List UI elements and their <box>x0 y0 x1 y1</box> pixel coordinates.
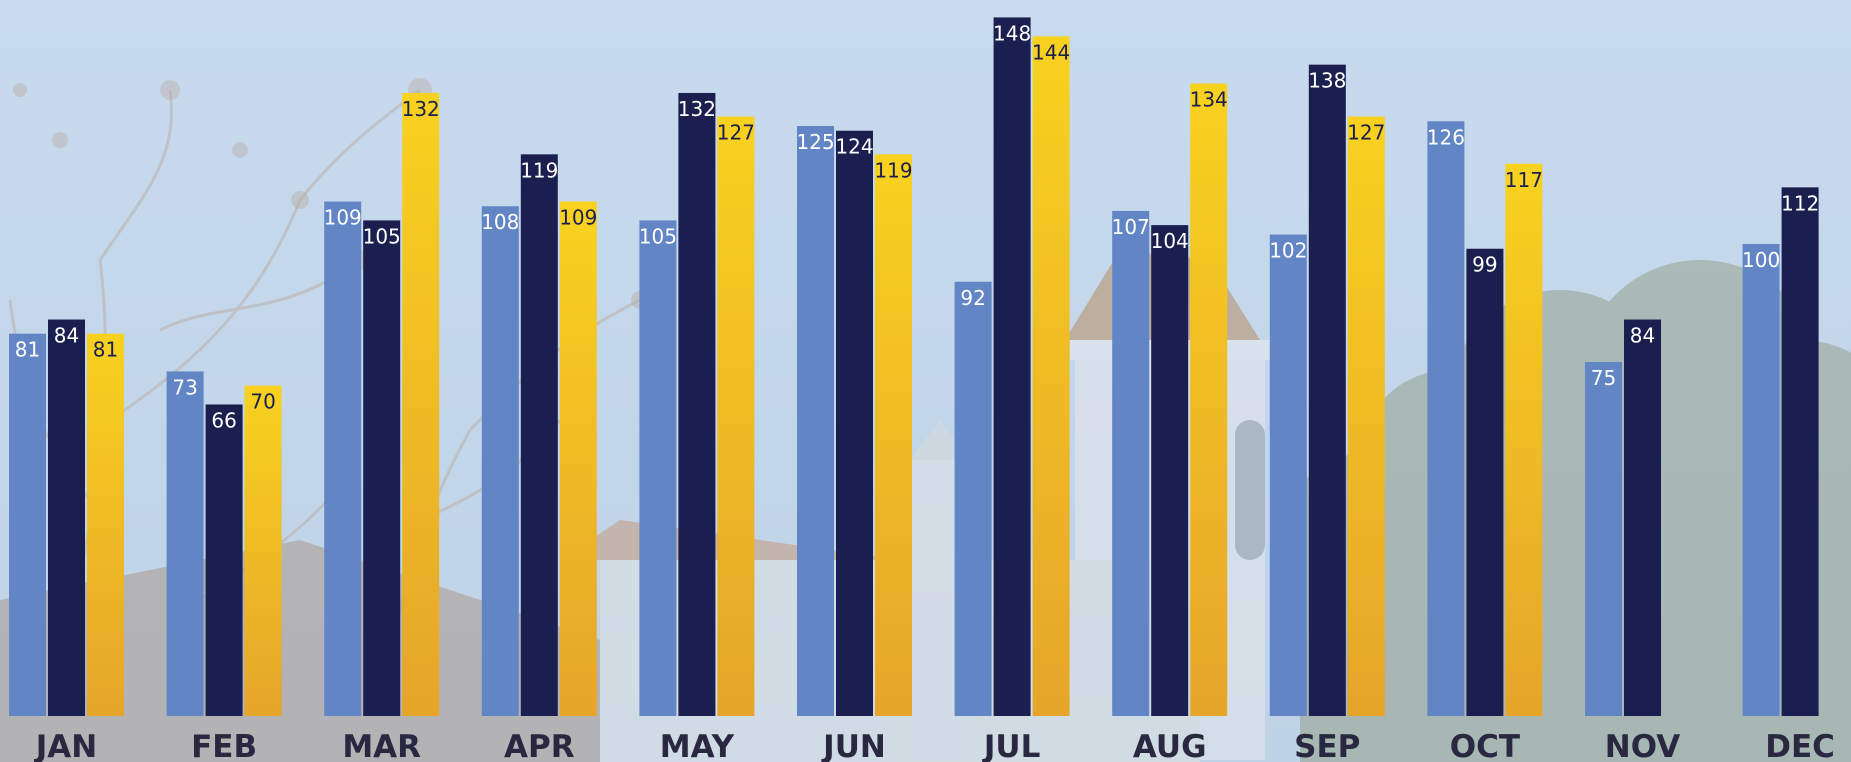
bar-value-label: 119 <box>520 158 558 182</box>
bar-sep-series-3 <box>1347 116 1385 716</box>
bar-sep-series-2 <box>1308 64 1346 716</box>
bar-apr-series-2 <box>520 154 558 716</box>
bar-jan-series-1 <box>9 333 46 716</box>
bar-feb-series-3 <box>244 385 282 716</box>
bar-value-label: 109 <box>559 206 597 230</box>
bars-group <box>9 17 1819 717</box>
bar-jan-series-3 <box>87 333 124 716</box>
bar-value-label: 84 <box>54 324 79 348</box>
bar-oct-series-3 <box>1505 163 1543 716</box>
bar-nov-series-1 <box>1585 362 1622 716</box>
bar-dec-series-2 <box>1781 187 1819 717</box>
month-axis-labels: JAN FEB MAR APR MAY JUN JUL AUG SEP OCT NOV DEC <box>34 729 1835 762</box>
bar-value-label: 92 <box>960 286 985 310</box>
bar-value-label: 105 <box>363 224 401 248</box>
bar-value-label: 99 <box>1472 253 1497 277</box>
bar-value-label: 132 <box>402 97 440 121</box>
month-label-mar: MAR <box>342 729 421 762</box>
bar-value-label: 107 <box>1112 215 1150 239</box>
bar-may-series-2 <box>678 92 716 716</box>
bar-feb-series-1 <box>166 371 204 716</box>
bar-nov-series-2 <box>1624 319 1661 716</box>
bar-jul-series-2 <box>993 17 1031 716</box>
bar-aug-series-1 <box>1112 210 1150 716</box>
bar-oct-series-2 <box>1466 248 1504 716</box>
bar-value-label: 148 <box>993 21 1031 45</box>
month-label-may: MAY <box>660 729 735 762</box>
bar-value-label: 81 <box>93 338 118 362</box>
bar-value-label: 66 <box>211 408 236 432</box>
month-label-dec: DEC <box>1765 729 1835 762</box>
bar-value-label: 105 <box>639 224 677 248</box>
month-label-feb: FEB <box>191 729 257 762</box>
bar-mar-series-3 <box>402 92 440 716</box>
month-label-jan: JAN <box>34 729 97 762</box>
month-label-jul: JUL <box>982 729 1040 762</box>
bar-mar-series-1 <box>324 201 362 716</box>
bar-value-label: 132 <box>678 97 716 121</box>
month-label-aug: AUG <box>1133 729 1207 762</box>
bar-value-label: 109 <box>324 206 362 230</box>
bar-jul-series-1 <box>954 281 992 716</box>
bar-value-label: 108 <box>481 210 519 234</box>
month-label-oct: OCT <box>1450 729 1520 762</box>
bar-apr-series-1 <box>481 206 519 717</box>
bar-aug-series-2 <box>1151 225 1189 716</box>
bar-value-label: 75 <box>1591 366 1616 390</box>
bar-value-label: 124 <box>835 135 873 159</box>
bar-sep-series-1 <box>1269 234 1307 716</box>
bar-mar-series-2 <box>363 220 401 716</box>
bar-value-label: 127 <box>1347 121 1385 145</box>
bar-dec-series-1 <box>1742 244 1780 716</box>
bar-value-label: 100 <box>1742 248 1780 272</box>
bar-jan-series-2 <box>48 319 85 716</box>
bar-value-label: 70 <box>250 390 275 414</box>
month-label-sep: SEP <box>1294 729 1360 762</box>
bar-jun-series-1 <box>797 126 834 716</box>
bar-value-label: 126 <box>1427 125 1465 149</box>
bar-value-label: 134 <box>1190 88 1228 112</box>
bar-value-label: 73 <box>172 375 197 399</box>
bar-aug-series-3 <box>1190 83 1228 716</box>
bar-value-label: 138 <box>1308 69 1346 93</box>
bar-value-label: 81 <box>15 338 40 362</box>
bar-feb-series-2 <box>205 404 243 716</box>
bar-value-label: 104 <box>1151 229 1189 253</box>
bar-apr-series-3 <box>559 201 597 716</box>
bar-jun-series-2 <box>836 130 873 717</box>
bar-may-series-1 <box>639 220 677 716</box>
bar-value-label: 117 <box>1505 168 1543 192</box>
bar-oct-series-1 <box>1427 121 1465 716</box>
bar-value-label: 119 <box>874 158 912 182</box>
bar-value-label: 125 <box>796 130 834 154</box>
month-label-nov: NOV <box>1605 729 1680 762</box>
bar-value-label: 112 <box>1781 191 1819 215</box>
month-label-apr: APR <box>504 729 575 762</box>
bar-jun-series-3 <box>875 154 912 716</box>
bar-value-label: 84 <box>1630 324 1655 348</box>
bar-value-label: 144 <box>1032 40 1070 64</box>
bar-value-label: 102 <box>1269 239 1307 263</box>
bar-jul-series-3 <box>1032 36 1070 716</box>
bar-may-series-3 <box>717 116 755 716</box>
bar-value-label: 127 <box>717 121 755 145</box>
month-label-jun: JUN <box>821 729 886 762</box>
